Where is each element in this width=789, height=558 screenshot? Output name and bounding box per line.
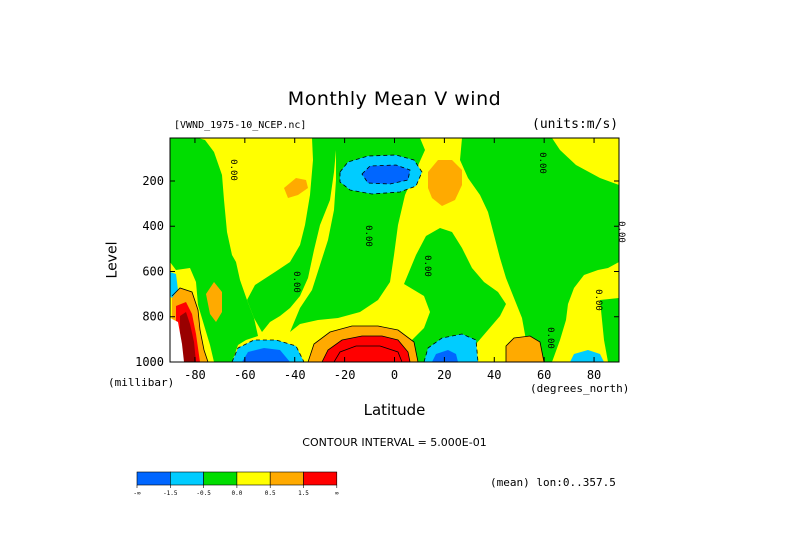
missing-data-patch xyxy=(170,318,184,362)
dataset-source: [VWND_1975-10_NCEP.nc] xyxy=(174,120,307,131)
fill-region-green-far-right xyxy=(604,232,619,262)
chart-title: Monthly Mean V wind xyxy=(287,88,502,110)
y-axis-units: (millibar) xyxy=(108,376,175,389)
contour-lines xyxy=(171,154,545,362)
colorbar-tick-label: ∞ xyxy=(335,490,339,497)
colorbar: -∞ -1.5 -0.5 0.0 0.5 1.5 ∞ xyxy=(133,471,339,497)
contour-label: 0.00 xyxy=(363,225,373,247)
colorbar-tick-label: 0.5 xyxy=(265,490,276,497)
contour-line-orange-right xyxy=(505,335,545,362)
fill-region-orange-right xyxy=(506,336,544,362)
colorbar-swatch xyxy=(170,471,204,486)
contour-line-cyan-bottom-center xyxy=(423,333,479,362)
x-tick-label: 80 xyxy=(587,368,601,382)
fill-region-orange-left-small xyxy=(206,282,222,322)
contour-labels: 0.00 0.00 0.00 0.00 0.00 0.00 0.00 0.00 xyxy=(228,152,626,349)
contour-line-orange-left xyxy=(171,287,209,362)
fill-region-orange-upper-right xyxy=(428,160,462,206)
colorbar-swatch xyxy=(236,471,271,486)
mean-longitude-info: (mean) lon:0..357.5 xyxy=(490,476,616,489)
contour-label: 0.00 xyxy=(422,255,432,277)
x-tick-label: -40 xyxy=(284,368,306,382)
colorbar-tick-label: -∞ xyxy=(133,490,141,497)
contour-label: 0.00 xyxy=(545,327,555,349)
fill-region-orange-upper-left xyxy=(284,178,308,198)
colorbar-swatch xyxy=(203,471,238,486)
fill-region-green-right-center xyxy=(404,228,506,362)
colorbar-swatch xyxy=(303,471,338,486)
contour-line-red-center-inner xyxy=(333,345,403,362)
contour-line-orange-center xyxy=(307,325,419,362)
fill-region-red-center xyxy=(322,336,410,362)
colorbar-tick-label: -0.5 xyxy=(196,490,211,497)
x-tick-label: -60 xyxy=(234,368,256,382)
contour-interval: CONTOUR INTERVAL = 5.000E-01 xyxy=(302,436,487,449)
x-axis-ticks: -80 -60 -40 -20 0 20 40 60 80 xyxy=(184,138,601,382)
contour-label: 0.00 xyxy=(291,271,301,293)
colorbar-tick-label: -1.5 xyxy=(163,490,178,497)
contour-line-red-center xyxy=(321,335,411,362)
x-tick-label: 60 xyxy=(537,368,551,382)
fill-region-blue-bottom-left xyxy=(242,348,290,362)
contour-label: 0.00 xyxy=(616,221,626,243)
contour-line-cyan-bottom xyxy=(231,339,305,362)
colorbar-swatch xyxy=(136,471,171,486)
y-tick-label: 600 xyxy=(142,264,164,278)
y-tick-label: 800 xyxy=(142,310,164,324)
colorbar-tick-label: 1.5 xyxy=(298,490,309,497)
contour-label: 0.00 xyxy=(537,152,547,174)
colorbar-tick-label: 0.0 xyxy=(231,490,242,497)
x-tick-label: 40 xyxy=(487,368,501,382)
fill-region-darkred-left xyxy=(180,312,196,362)
contour-label: 0.00 xyxy=(228,159,238,181)
y-tick-label: 400 xyxy=(142,219,164,233)
units-label: (units:m/s) xyxy=(532,117,619,132)
contour-line-cyan-top xyxy=(339,154,423,195)
x-tick-label: -80 xyxy=(184,368,206,382)
contour-fills xyxy=(170,138,619,362)
fill-region-green-center xyxy=(247,138,340,332)
fill-region-cyan-bottom-right xyxy=(570,350,604,362)
x-tick-label: 0 xyxy=(391,368,398,382)
y-tick-label: 1000 xyxy=(135,355,164,369)
colorbar-swatch xyxy=(269,471,304,486)
fill-region-green-bottom-right xyxy=(600,298,619,362)
fill-region-green-right xyxy=(460,138,619,362)
x-axis-units: (degrees_north) xyxy=(530,382,630,395)
x-axis-label: Latitude xyxy=(363,401,426,419)
contour-label: 0.00 xyxy=(593,289,603,311)
fill-region-green-left xyxy=(170,138,258,362)
x-tick-label: 20 xyxy=(437,368,451,382)
fill-region-blue-bottom-center xyxy=(432,350,458,362)
y-axis-ticks: 200 400 600 800 1000 xyxy=(135,174,619,369)
contour-line-blue-top xyxy=(361,164,411,185)
y-tick-label: 200 xyxy=(142,174,164,188)
fill-region-blue-top xyxy=(362,165,410,184)
x-tick-label: -20 xyxy=(334,368,356,382)
